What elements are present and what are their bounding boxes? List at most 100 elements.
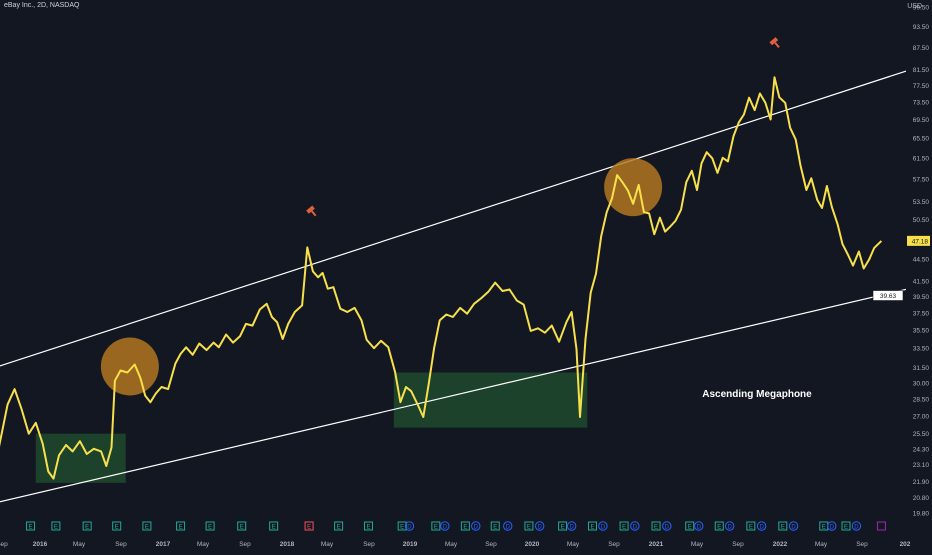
event-marker-label: E bbox=[527, 525, 531, 531]
earnings-marker bbox=[112, 521, 122, 531]
x-tick-label: 2021 bbox=[649, 541, 664, 548]
dividend-marker bbox=[851, 521, 862, 531]
event-marker-label: D bbox=[854, 525, 859, 531]
y-tick-label: 65.50 bbox=[913, 136, 930, 143]
dividend-marker bbox=[440, 521, 450, 531]
y-tick-label: 50.50 bbox=[913, 217, 930, 224]
x-tick-label: May bbox=[321, 541, 334, 548]
earnings-marker bbox=[237, 521, 247, 531]
event-marker-label: E bbox=[781, 525, 785, 531]
x-tick-label: 2016 bbox=[33, 541, 48, 548]
event-marker-label: E bbox=[337, 525, 341, 531]
hammer-icon bbox=[769, 37, 780, 48]
dividend-marker bbox=[598, 521, 608, 531]
y-tick-label: 27.00 bbox=[913, 413, 930, 420]
event-marker-label: E bbox=[54, 525, 58, 531]
dividend-marker bbox=[534, 521, 545, 531]
hammer-head bbox=[306, 205, 315, 214]
channel-price-box bbox=[872, 290, 904, 301]
price-unit: USD bbox=[907, 3, 922, 10]
earnings-marker bbox=[397, 521, 407, 531]
earnings-marker bbox=[714, 521, 724, 531]
y-tick-label: 99.50 bbox=[913, 5, 930, 12]
event-marker-label: D bbox=[474, 525, 479, 531]
earnings-marker bbox=[841, 521, 851, 531]
event-marker-label: E bbox=[240, 525, 244, 531]
dividend-marker bbox=[788, 521, 799, 531]
event-marker-label: E bbox=[307, 525, 311, 531]
y-tick-label: 35.50 bbox=[913, 328, 930, 335]
y-tick-label: 69.50 bbox=[913, 117, 930, 124]
event-marker-label: E bbox=[654, 525, 658, 531]
annotation-label: Ascending Megaphone bbox=[702, 389, 812, 400]
x-tick-label: 2020 bbox=[525, 541, 540, 548]
earnings-marker bbox=[651, 521, 661, 531]
y-tick-label: 73.50 bbox=[913, 99, 930, 106]
event-marker-label: D bbox=[407, 525, 412, 531]
x-tick-label: 2017 bbox=[156, 541, 171, 548]
event-marker-label: E bbox=[208, 525, 212, 531]
y-tick-label: 41.50 bbox=[913, 279, 930, 286]
event-marker-label: E bbox=[844, 525, 848, 531]
event-marker-label: D bbox=[665, 525, 670, 531]
y-tick-label: 39.50 bbox=[913, 294, 930, 301]
earnings-marker bbox=[304, 521, 314, 531]
earnings-marker bbox=[176, 521, 186, 531]
last-price-box bbox=[907, 235, 930, 246]
y-tick-label: 31.50 bbox=[913, 365, 930, 372]
event-marker-label: E bbox=[29, 525, 33, 531]
channel-price-label: 39.63 bbox=[880, 293, 897, 300]
hammer-icon bbox=[306, 205, 317, 217]
event-marker-label: D bbox=[759, 525, 764, 531]
event-marker-label: E bbox=[145, 525, 149, 531]
price-series-line bbox=[0, 76, 883, 480]
dividend-marker bbox=[724, 521, 735, 531]
earnings-marker bbox=[51, 521, 61, 531]
y-tick-label: 44.50 bbox=[913, 257, 930, 264]
x-tick-label: Sep bbox=[856, 541, 868, 548]
highlight-circle bbox=[100, 337, 159, 396]
trendline-upper bbox=[0, 70, 906, 367]
earnings-marker bbox=[490, 521, 500, 531]
event-marker-label: D bbox=[697, 525, 702, 531]
x-tick-label: 2022 bbox=[773, 541, 788, 548]
hammer-head bbox=[769, 37, 779, 46]
y-tick-label: 87.50 bbox=[913, 45, 930, 52]
plot-area bbox=[0, 37, 906, 503]
y-tick-label: 37.50 bbox=[913, 310, 930, 317]
y-tick-label: 23.10 bbox=[913, 462, 930, 469]
dividend-marker bbox=[404, 521, 415, 531]
x-tick-label: Sep bbox=[115, 541, 127, 548]
event-marker-label: D bbox=[727, 525, 732, 531]
x-tick-label: Sep bbox=[732, 541, 744, 548]
event-marker-label: E bbox=[822, 525, 826, 531]
event-marker-label: E bbox=[688, 525, 692, 531]
dividend-marker bbox=[694, 521, 704, 531]
y-tick-label: 93.50 bbox=[913, 24, 930, 31]
dividend-marker bbox=[566, 521, 577, 531]
y-tick-label: 57.50 bbox=[913, 176, 930, 183]
symbol-title: eBay Inc., 2D, NASDAQ bbox=[4, 2, 80, 9]
y-tick-label: 28.50 bbox=[913, 396, 930, 403]
dividend-marker bbox=[756, 521, 767, 531]
earnings-marker bbox=[26, 521, 36, 531]
x-tick-label: 2019 bbox=[403, 541, 418, 548]
x-tick-label: May bbox=[445, 541, 458, 548]
event-marker-label: D bbox=[443, 525, 448, 531]
y-tick-label: 21.90 bbox=[913, 479, 930, 486]
x-tick-label: Sep bbox=[0, 541, 8, 548]
event-marker-label: E bbox=[463, 525, 467, 531]
last-price-label: 47.18 bbox=[912, 238, 929, 245]
event-marker-label: E bbox=[749, 525, 753, 531]
y-tick-label: 30.00 bbox=[913, 380, 930, 387]
event-marker-label: E bbox=[434, 525, 438, 531]
earnings-marker bbox=[685, 521, 695, 531]
event-marker-label: D bbox=[633, 525, 638, 531]
earnings-marker bbox=[778, 521, 788, 531]
event-marker-label: D bbox=[506, 525, 511, 531]
event-marker-label: E bbox=[400, 525, 404, 531]
highlight-circle bbox=[604, 158, 663, 217]
y-tick-label: 19.80 bbox=[913, 511, 930, 518]
